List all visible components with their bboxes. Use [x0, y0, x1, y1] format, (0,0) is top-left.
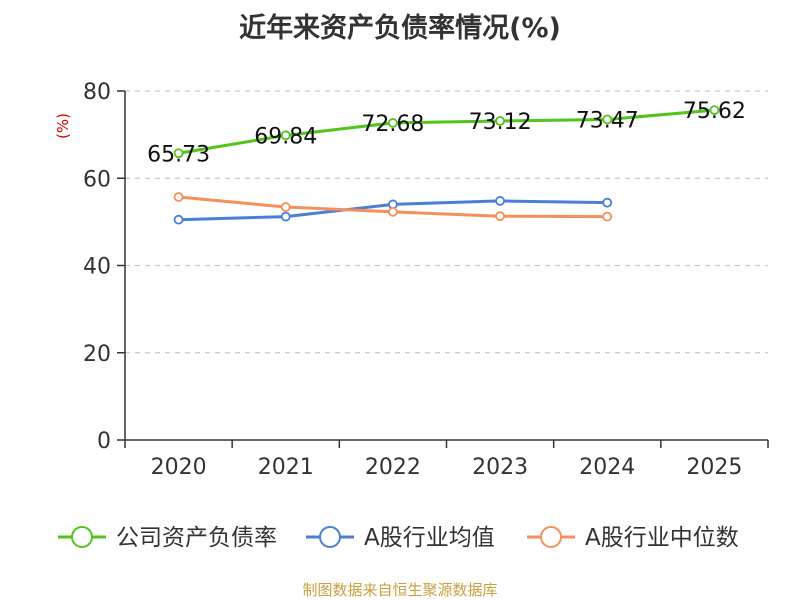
series-2-point: [280, 202, 291, 212]
series-0-point: [388, 118, 398, 128]
x-tick-label: 2023: [472, 455, 528, 480]
data-label: 69.84: [254, 124, 317, 149]
legend-marker-0: [71, 526, 93, 548]
series-2-point: [495, 211, 505, 222]
series-1-point: [173, 214, 184, 225]
legend-label-1: A股行业均值: [364, 525, 495, 551]
series-1-point: [602, 197, 613, 208]
y-tick-label: 0: [97, 429, 111, 454]
data-labels: 65.73 69.84 72.68 73.12 73.47 75.62: [147, 99, 746, 167]
legend-label-2: A股行业中位数: [585, 525, 739, 551]
data-source-note: 制图数据来自恒生聚源数据库: [302, 581, 498, 599]
x-tick-label: 2024: [579, 455, 635, 480]
series-2-point: [388, 206, 398, 217]
chart-title: 近年来资产负债率情况(%): [239, 13, 561, 44]
x-tick-label: 2020: [151, 455, 207, 480]
series-0-point: [602, 114, 613, 125]
legend-marker-1: [319, 526, 341, 548]
data-label: 73.47: [576, 108, 639, 133]
series-2-point: [173, 192, 184, 202]
y-axis-unit-label: (%): [54, 113, 72, 139]
series-1-point: [495, 196, 505, 206]
series-0-point: [280, 130, 291, 141]
x-tick-label: 2021: [258, 455, 314, 480]
series-0-point: [495, 116, 505, 126]
x-tick-label: 2022: [365, 455, 421, 480]
legend-marker-2: [540, 526, 562, 548]
x-tick-label: 2025: [686, 455, 742, 480]
data-label: 73.12: [469, 110, 532, 135]
grid-lines: [125, 90, 768, 354]
data-label: 75.62: [683, 99, 746, 124]
y-tick-label: 40: [83, 255, 111, 280]
y-tick-label: 60: [83, 167, 111, 192]
series-0-point: [709, 105, 720, 116]
legend-label-0: 公司资产负债率: [116, 525, 277, 551]
legend: 公司资产负债率 A股行业均值 A股行业中位数: [58, 525, 739, 551]
axes: 0 20 40 60 80 2020 2021 2022 2023 2024 2025: [83, 80, 769, 480]
series-0-point: [173, 148, 184, 159]
series-1-point: [280, 211, 291, 222]
series-lines: [173, 105, 720, 225]
data-label: 65.73: [147, 142, 210, 167]
y-tick-label: 80: [83, 80, 111, 105]
series-2-point: [602, 211, 613, 222]
y-tick-label: 20: [83, 342, 111, 367]
data-label: 72.68: [361, 112, 424, 137]
series-line-0: [178, 108, 715, 155]
